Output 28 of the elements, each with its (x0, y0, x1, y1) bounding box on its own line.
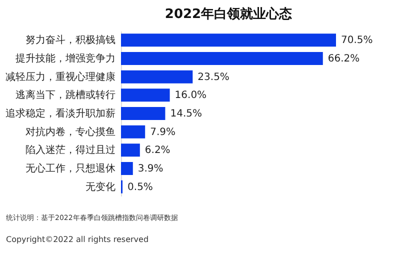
data-label: 70.5% (341, 35, 373, 46)
bar (121, 52, 323, 65)
bar (121, 34, 336, 47)
y-tick-label: 无变化 (86, 180, 116, 193)
bar (121, 162, 133, 175)
y-tick-label: 努力奋斗，积极搞钱 (26, 34, 116, 46)
y-tick-label: 减轻压力，重视心理健康 (6, 70, 116, 83)
bar (121, 70, 193, 84)
data-label: 6.2% (144, 145, 170, 156)
y-tick-label: 提升技能，增强竞争力 (16, 52, 116, 64)
y-tick-label: 无心工作，只想退休 (26, 162, 116, 174)
data-label: 66.2% (328, 54, 360, 64)
data-label: 23.5% (198, 72, 230, 83)
data-label: 0.5% (128, 182, 153, 193)
y-tick-label: 追求稳定，看淡升职加薪 (6, 108, 116, 120)
data-label: 14.5% (170, 108, 202, 120)
data-label: 7.9% (150, 126, 176, 138)
bar (121, 125, 146, 138)
bar (121, 144, 140, 157)
bar (121, 88, 170, 102)
bar (121, 107, 166, 120)
y-tick-label: 逃离当下，跳槽或转行 (16, 89, 116, 102)
y-tick-label: 陷入迷茫，得过且过 (26, 144, 116, 156)
y-tick-label: 对抗内卷，专心摸鱼 (26, 126, 116, 138)
chart-title: 2022年白领就业心态 (164, 6, 294, 22)
data-label: 16.0% (174, 90, 207, 102)
data-label: 3.9% (138, 164, 164, 174)
text: Copyright©2022 all rights reserved (6, 235, 149, 244)
